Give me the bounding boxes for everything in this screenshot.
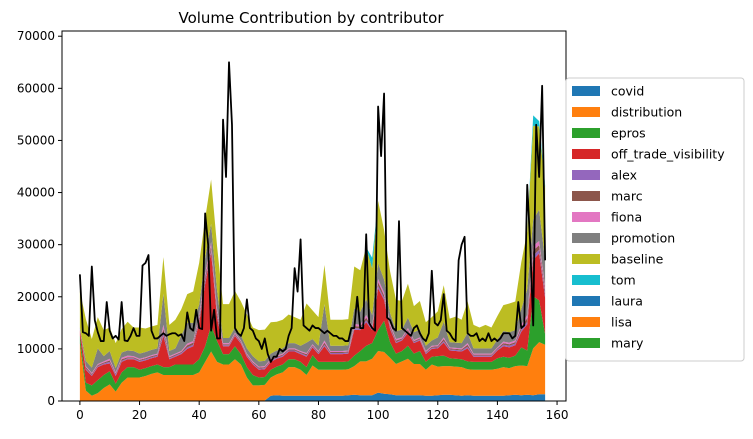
y-tick-label: 60000 [17, 81, 55, 95]
legend-item-laura[interactable]: laura [572, 294, 643, 309]
x-tick-label: 140 [486, 408, 509, 422]
legend-label: alex [611, 168, 637, 183]
chart-title: Volume Contribution by contributor [178, 9, 444, 27]
x-tick-label: 160 [546, 408, 569, 422]
total-line [78, 61, 547, 363]
legend-swatch [572, 86, 600, 96]
y-tick-label: 50000 [17, 133, 55, 147]
legend-swatch [572, 275, 600, 285]
legend-label: epros [611, 126, 646, 141]
legend[interactable]: covid distribution epros off_trade_visibili… [565, 77, 745, 362]
legend-label: mary [611, 336, 644, 351]
area-layers [79, 115, 546, 401]
legend-label: covid [611, 84, 644, 99]
legend-item-alex[interactable]: alex [572, 168, 637, 183]
legend-swatch [572, 191, 600, 201]
legend-item-mary[interactable]: mary [572, 336, 644, 351]
legend-swatch [572, 170, 600, 180]
area-mary [79, 115, 546, 344]
legend-label: marc [611, 189, 643, 204]
legend-label: distribution [611, 105, 682, 120]
legend-swatch [572, 107, 600, 117]
area-covid [79, 392, 546, 401]
legend-item-lisa[interactable]: lisa [572, 315, 632, 330]
x-tick-label: 20 [132, 408, 147, 422]
y-tick-label: 0 [47, 394, 55, 408]
legend-swatch [572, 149, 600, 159]
legend-swatch [572, 128, 600, 138]
x-tick-label: 120 [426, 408, 449, 422]
legend-swatch [572, 254, 600, 264]
x-tick-label: 0 [76, 408, 84, 422]
y-tick-label: 70000 [17, 29, 55, 43]
legend-item-distribution[interactable]: distribution [572, 105, 682, 120]
x-tick-label: 60 [251, 408, 266, 422]
y-tick-label: 40000 [17, 186, 55, 200]
legend-label: baseline [611, 252, 664, 267]
legend-label: lisa [611, 315, 632, 330]
x-tick-label: 40 [192, 408, 207, 422]
legend-frame [565, 77, 745, 362]
y-tick-label: 10000 [17, 342, 55, 356]
legend-item-covid[interactable]: covid [572, 84, 644, 99]
area-epros [79, 296, 546, 396]
legend-swatch [572, 233, 600, 243]
legend-item-promotion[interactable]: promotion [572, 231, 675, 246]
area-tom [79, 115, 546, 344]
legend-label: fiona [611, 210, 642, 225]
area-baseline [79, 125, 546, 369]
area-off_trade_visibility [79, 252, 546, 386]
legend-label: off_trade_visibility [611, 147, 725, 162]
legend-item-marc[interactable]: marc [572, 189, 643, 204]
legend-label: tom [611, 273, 636, 288]
total-volume-line [78, 61, 547, 363]
x-tick-label: 80 [311, 408, 326, 422]
legend-label: laura [611, 294, 643, 309]
area-distribution [79, 342, 546, 401]
area-promotion [79, 209, 546, 373]
legend-swatch [572, 212, 600, 222]
area-lisa [79, 115, 546, 344]
legend-item-epros[interactable]: epros [572, 126, 646, 141]
legend-item-fiona[interactable]: fiona [572, 210, 642, 225]
legend-swatch [572, 338, 600, 348]
legend-swatch [572, 296, 600, 306]
legend-item-baseline[interactable]: baseline [572, 252, 664, 267]
y-tick-label: 20000 [17, 290, 55, 304]
legend-label: promotion [611, 231, 675, 246]
legend-swatch [572, 317, 600, 327]
legend-item-tom[interactable]: tom [572, 273, 636, 288]
x-tick-label: 100 [367, 408, 390, 422]
area-laura [79, 115, 546, 344]
y-tick-label: 30000 [17, 238, 55, 252]
legend-item-off_trade_visibility[interactable]: off_trade_visibility [572, 147, 725, 162]
